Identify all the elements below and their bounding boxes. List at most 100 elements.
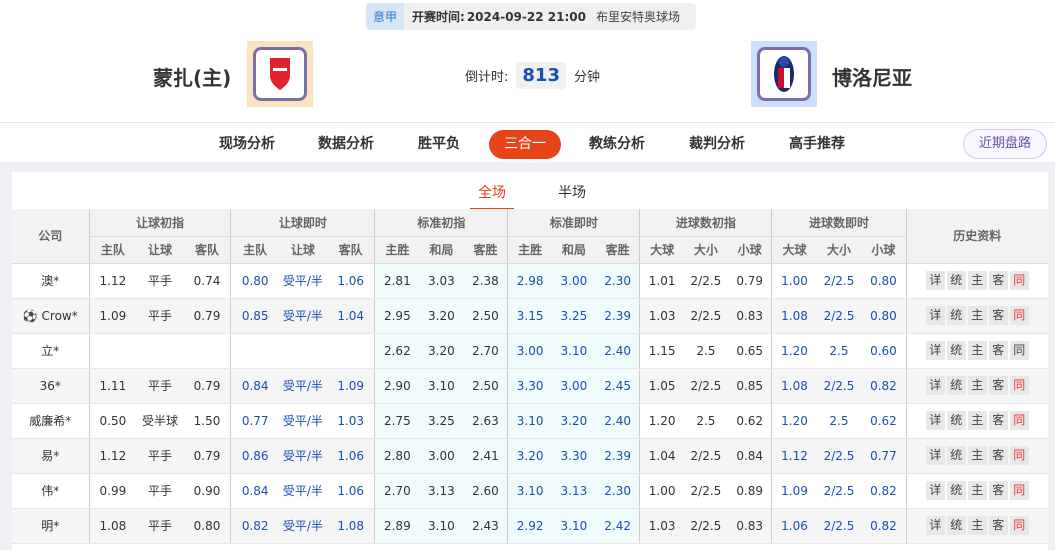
company-cell[interactable]: ⚽ Crow* [12,298,89,334]
table-row: 立* 2.62 3.20 2.70 3.00 3.10 2.40 1.15 2.5 0.65 1.2… [12,333,1049,369]
countdown: 倒计时: 813 分钟 [465,62,600,89]
history-button[interactable]: 同 [1009,306,1029,325]
odds-cell: 2.30 [595,473,640,509]
home-team-name[interactable]: 蒙扎(主) [153,66,232,90]
history-button[interactable]: 同 [1009,446,1029,465]
odds-cell: 2.75 [374,403,420,439]
history-button[interactable]: 统 [946,446,966,465]
tab-half-time[interactable]: 半场 [558,185,586,201]
history-button[interactable]: 详 [925,306,945,325]
history-button[interactable]: 主 [967,341,987,360]
company-cell[interactable]: 明* [12,508,89,544]
odds-cell: 2.92 [507,508,552,544]
away-team-name[interactable]: 博洛尼亚 [832,66,912,90]
nav-coach-analysis[interactable]: 教练分析 [589,136,645,152]
recent-trends-button[interactable]: 近期盘路 [962,129,1047,159]
history-button[interactable]: 统 [946,306,966,325]
nav-three-in-one[interactable]: 三合一 [489,130,561,159]
match-info-bar: 意甲 开赛时间: 2024-09-22 21:00 布里安特奥球场 [366,3,696,30]
sub-header: 小球 [727,236,772,264]
history-button[interactable]: 主 [967,481,987,500]
odds-cell: 1.06 [771,508,817,544]
odds-cell: 3.13 [419,473,464,509]
history-button[interactable]: 统 [946,516,966,535]
tab-full-time[interactable]: 全场 [470,176,514,210]
kickoff-time: 2024-09-22 21:00 [466,9,586,24]
odds-cell: 2.81 [374,263,420,299]
odds-cell: 1.20 [639,403,684,439]
history-button[interactable]: 主 [967,411,987,430]
history-button[interactable]: 详 [925,271,945,290]
odds-cell: 3.30 [507,368,552,404]
history-button[interactable]: 主 [967,306,987,325]
history-button[interactable]: 详 [925,516,945,535]
table-row: 36* 1.11 平手 0.79 0.84 受平/半 1.09 2.90 3.10 2.50 3.3… [12,368,1049,404]
history-cell: 详统主客同 [905,473,1049,509]
company-cell[interactable]: 澳* [12,263,89,299]
history-button[interactable]: 统 [946,411,966,430]
history-cell: 详统主客同 [905,333,1049,369]
history-button[interactable]: 主 [967,516,987,535]
company-name: 伟* [41,484,60,498]
history-button[interactable]: 统 [946,376,966,395]
league-label[interactable]: 意甲 [366,3,405,30]
nav-data-analysis[interactable]: 数据分析 [318,136,374,152]
history-button[interactable]: 统 [946,481,966,500]
history-button[interactable]: 客 [988,271,1008,290]
odds-cell: 平手 [136,473,184,509]
odds-cell: 0.80 [861,298,907,334]
history-button[interactable]: 主 [967,271,987,290]
history-cell: 详统主客同 [905,368,1049,404]
company-header: 公司 [12,209,89,264]
odds-cell: 0.62 [861,403,907,439]
history-button[interactable]: 客 [988,341,1008,360]
history-button[interactable]: 详 [925,341,945,360]
history-cell: 详统主客同 [905,403,1049,439]
odds-cell [230,333,279,369]
history-button[interactable]: 客 [988,306,1008,325]
company-cell[interactable]: 36* [12,368,89,404]
history-button[interactable]: 客 [988,376,1008,395]
history-button[interactable]: 客 [988,446,1008,465]
company-cell[interactable]: 威廉希* [12,403,89,439]
history-button[interactable]: 主 [967,446,987,465]
odds-cell: 1.15 [639,333,684,369]
nav-1x2[interactable]: 胜平负 [418,136,460,152]
home-team-logo[interactable] [247,41,313,107]
company-cell[interactable]: 立* [12,333,89,369]
history-button[interactable]: 同 [1009,271,1029,290]
history-button[interactable]: 详 [925,411,945,430]
history-button[interactable]: 同 [1009,341,1029,360]
history-button[interactable]: 统 [946,271,966,290]
odds-cell: 0.82 [230,508,279,544]
history-button[interactable]: 详 [925,446,945,465]
history-button[interactable]: 详 [925,376,945,395]
nav-referee-analysis[interactable]: 裁判分析 [689,136,745,152]
table-row: 易* 1.12 平手 0.79 0.86 受平/半 1.06 2.80 3.00 2.41 3.20… [12,438,1049,474]
history-button[interactable]: 同 [1009,481,1029,500]
odds-cell: 0.86 [230,438,279,474]
history-button[interactable]: 客 [988,516,1008,535]
odds-cell: 2/2.5 [683,508,728,544]
odds-cell: 2/2.5 [816,473,862,509]
history-button[interactable]: 客 [988,411,1008,430]
history-button[interactable]: 同 [1009,411,1029,430]
company-cell[interactable]: 易* [12,438,89,474]
away-team-logo[interactable] [751,41,817,107]
odds-cell: 1.09 [88,298,137,334]
history-button[interactable]: 同 [1009,376,1029,395]
odds-cell: 1.20 [771,333,817,369]
nav-expert-tips[interactable]: 高手推荐 [789,136,845,152]
history-button[interactable]: 客 [988,481,1008,500]
history-button[interactable]: 主 [967,376,987,395]
odds-cell: 2.5 [816,403,862,439]
odds-cell: 1.06 [326,438,375,474]
history-button[interactable]: 详 [925,481,945,500]
company-cell[interactable]: 伟* [12,473,89,509]
odds-cell: 2/2.5 [683,263,728,299]
history-button[interactable]: 统 [946,341,966,360]
period-tabs: 全场 半场 [470,176,594,210]
history-button[interactable]: 同 [1009,516,1029,535]
odds-table: 公司 让球初指 让球即时 标准初指 标准即时 进球数初指 进球数即时 历史资料 主队 让球 客队主… [12,209,1049,544]
nav-live-analysis[interactable]: 现场分析 [219,136,275,152]
